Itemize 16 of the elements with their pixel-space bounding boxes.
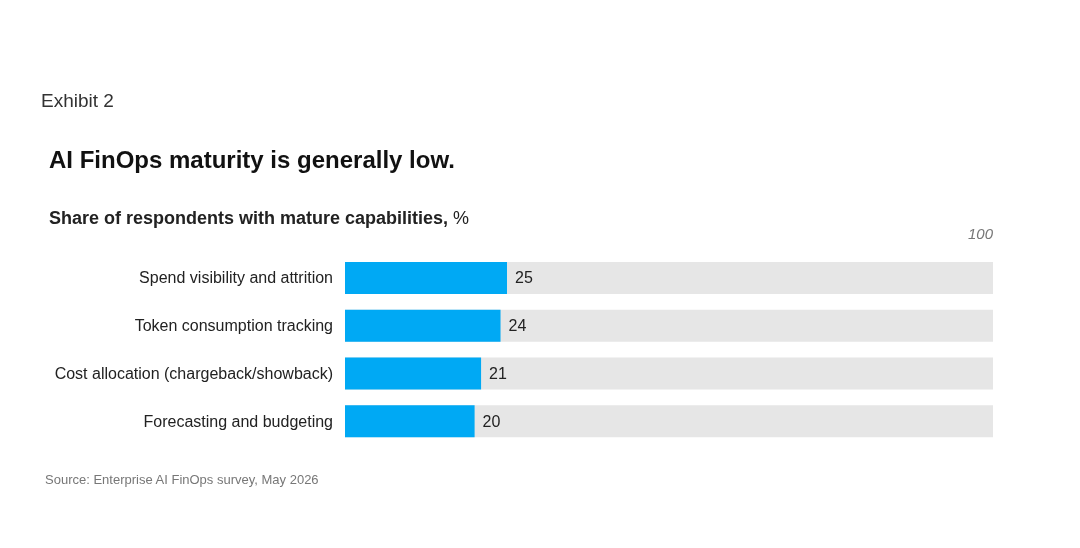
text: Exhibit 2 bbox=[41, 90, 114, 111]
y-tick-label: Token consumption tracking bbox=[134, 317, 333, 335]
data-label: 25 bbox=[515, 269, 533, 287]
data-label: 20 bbox=[482, 412, 501, 430]
text: 100 bbox=[967, 225, 994, 242]
y-tick-label: Spend visibility and attrition bbox=[139, 269, 333, 287]
y-tick-label: Cost allocation (chargeback/showback) bbox=[54, 364, 333, 382]
bar bbox=[345, 405, 475, 438]
chart-title: AI FinOps maturity is generally low. bbox=[49, 145, 455, 173]
bar bbox=[345, 309, 501, 342]
y-tick-label: Forecasting and budgeting bbox=[143, 412, 333, 430]
source-note: Source: Enterprise AI FinOps survey, May 2026 bbox=[45, 472, 319, 487]
data-label: 24 bbox=[508, 317, 527, 335]
chart-subtitle: Share of respondents with mature capabilities, % bbox=[49, 208, 470, 228]
data-label: 21 bbox=[489, 364, 507, 382]
bar bbox=[345, 357, 482, 390]
